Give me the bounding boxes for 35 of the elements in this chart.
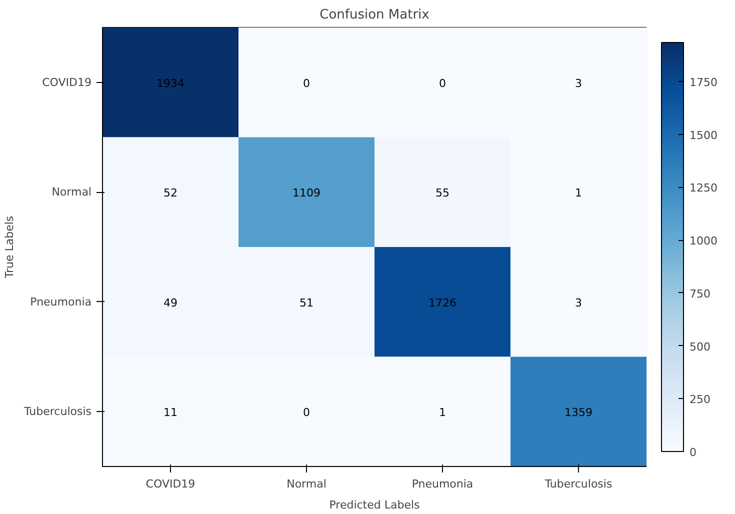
x-axis-title: Predicted Labels — [329, 498, 420, 512]
data-label: 0 — [303, 76, 310, 90]
color-bar-label: 1000 — [690, 234, 718, 248]
data-label: 1 — [439, 406, 446, 420]
color-bar-label: 250 — [690, 393, 710, 406]
x-tick-label: COVID19 — [146, 478, 196, 490]
data-label: 49 — [164, 296, 178, 310]
data-label: 1726 — [428, 296, 457, 310]
y-tick-label: Normal — [52, 186, 92, 199]
data-label: 0 — [439, 76, 446, 90]
data-label: 1359 — [564, 406, 593, 420]
color-bar-label: 500 — [690, 340, 710, 354]
data-label: 3 — [575, 296, 582, 310]
y-tick-label: Tuberculosis — [23, 405, 92, 418]
chart-title: Confusion Matrix — [320, 8, 430, 22]
data-label: 52 — [164, 186, 178, 200]
data-label: 55 — [436, 186, 450, 200]
color-bar-label: 1500 — [690, 128, 718, 142]
data-label: 1934 — [156, 76, 185, 90]
color-bar-label: 0 — [690, 446, 696, 459]
data-label: 11 — [164, 406, 178, 420]
y-tick-label: COVID19 — [42, 76, 92, 89]
data-label: 0 — [303, 406, 310, 420]
color-bar-label: 1750 — [690, 76, 718, 89]
color-bar-label: 1250 — [690, 182, 718, 195]
x-tick-label: Normal — [286, 478, 326, 490]
data-label: 51 — [300, 296, 314, 310]
y-axis-title: True Labels — [3, 216, 16, 280]
data-label: 1 — [575, 186, 582, 200]
x-tick-label: Pneumonia — [412, 478, 474, 490]
color-bar-label: 750 — [690, 287, 710, 300]
x-tick-label: Tuberculosis — [544, 478, 612, 490]
data-label: 1109 — [292, 186, 321, 200]
data-label: 3 — [575, 76, 582, 90]
y-tick-label: Pneumonia — [30, 295, 92, 308]
